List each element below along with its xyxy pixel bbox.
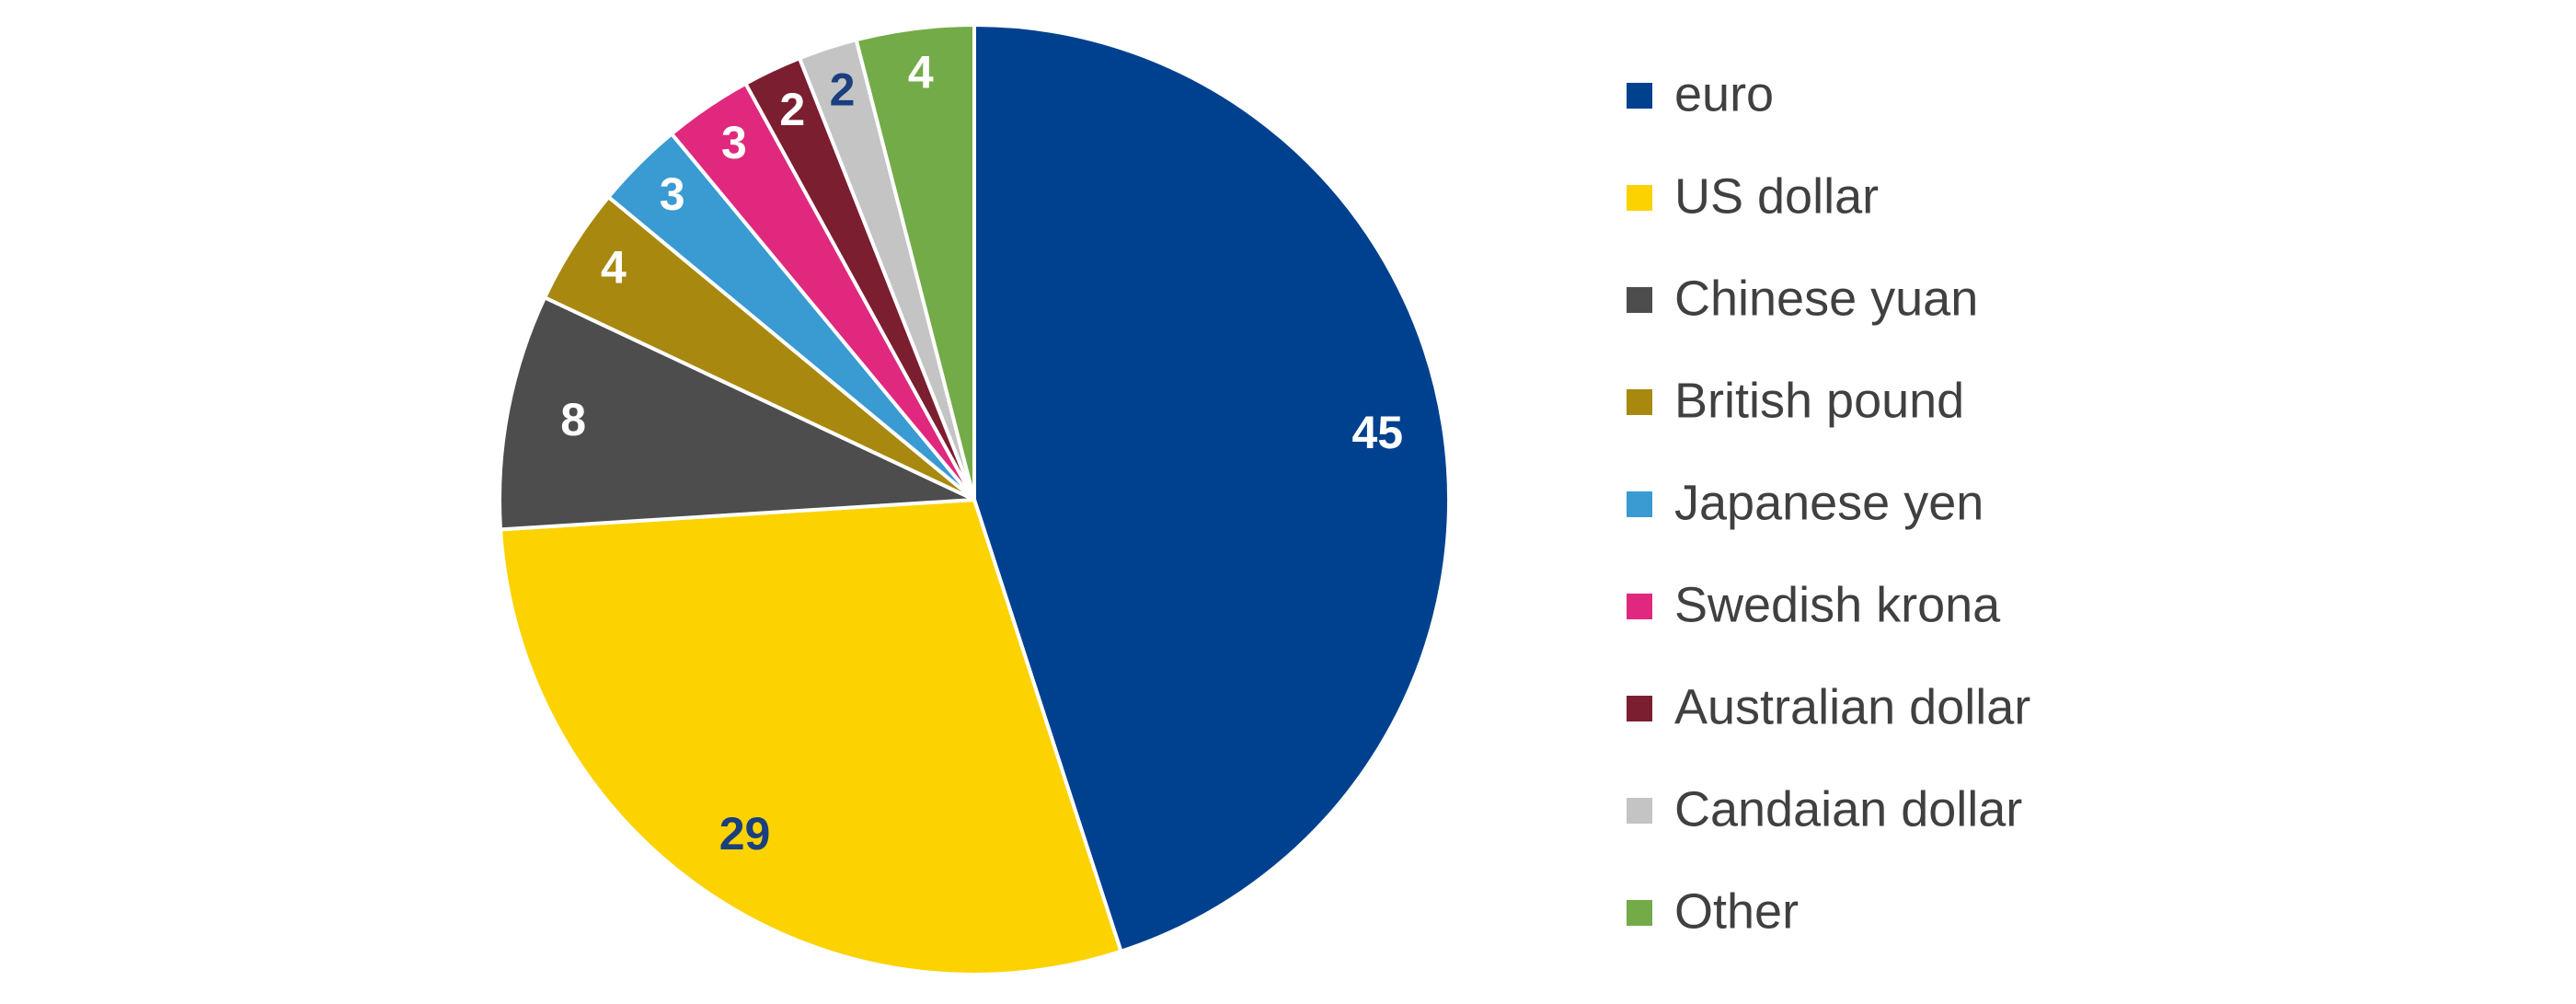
legend-swatch — [1627, 185, 1652, 211]
legend-swatch — [1627, 900, 1652, 926]
legend-label: Australian dollar — [1674, 679, 2030, 734]
pie-slice — [499, 498, 1123, 976]
legend-swatch — [1627, 287, 1652, 313]
legend-swatch — [1627, 389, 1652, 415]
legend-swatch — [1627, 83, 1652, 109]
legend-label: Chinese yuan — [1674, 271, 1978, 326]
legend-label: British pound — [1674, 373, 1964, 428]
legend-label: Swedish krona — [1674, 577, 2001, 632]
legend-swatch — [1627, 798, 1652, 824]
pie-slice — [854, 23, 976, 502]
value-label: 45 — [1351, 407, 1403, 458]
legend-label: US dollar — [1674, 168, 1879, 224]
legend-label: Japanese yen — [1674, 475, 1984, 530]
value-label: 3 — [660, 168, 685, 220]
pie-slice — [972, 23, 1451, 953]
legend-swatch — [1627, 491, 1652, 517]
legend-label: euro — [1674, 66, 1774, 121]
value-label: 2 — [830, 64, 856, 116]
value-label: 29 — [719, 808, 771, 860]
legend-swatch — [1627, 594, 1652, 619]
legend-label: Candaian dollar — [1674, 781, 2022, 837]
legend-swatch — [1627, 696, 1652, 721]
legend-label: Other — [1674, 883, 1799, 939]
pie-slice — [498, 295, 976, 532]
value-label: 3 — [721, 117, 747, 168]
value-label: 2 — [779, 84, 805, 135]
value-label: 8 — [560, 394, 586, 445]
value-label: 4 — [601, 241, 627, 293]
value-label: 4 — [908, 46, 934, 98]
